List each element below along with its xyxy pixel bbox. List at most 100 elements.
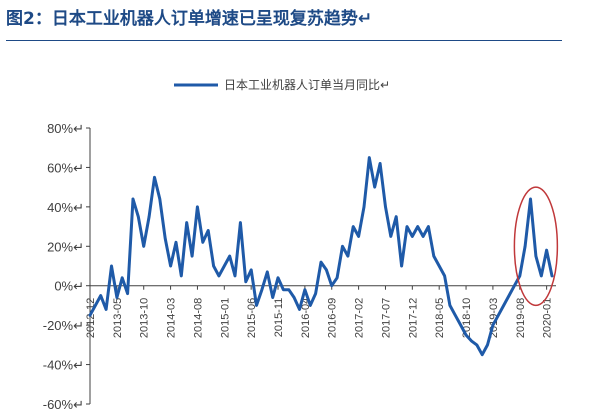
data-point	[196, 205, 199, 209]
legend: 日本工业机器人订单当月同比↵	[174, 78, 390, 92]
data-point	[475, 343, 478, 347]
data-point	[346, 254, 350, 258]
data-point	[212, 264, 215, 268]
y-tick-label: 60%↵	[47, 160, 84, 175]
data-point	[228, 254, 231, 258]
data-point	[384, 205, 387, 209]
data-point	[545, 249, 548, 252]
data-point	[507, 294, 511, 297]
data-point	[432, 254, 435, 258]
data-point	[180, 274, 183, 278]
data-point	[255, 304, 258, 307]
data-point	[104, 308, 108, 311]
y-tick-label: -60%↵	[43, 397, 84, 410]
x-tick-labels: 2012-12 2013-05 2013-10 2014-03 2014-08 2015-…	[85, 285, 554, 338]
data-point	[352, 225, 355, 228]
data-point	[207, 229, 210, 232]
data-point	[164, 237, 167, 240]
x-tick-label: 2016-04	[300, 298, 312, 338]
data-point	[411, 235, 414, 238]
data-point	[94, 304, 97, 307]
data-point	[137, 215, 140, 218]
data-point	[201, 241, 204, 244]
x-tick-label: 2015-01	[219, 298, 231, 338]
data-point	[217, 274, 221, 278]
data-point	[395, 215, 398, 218]
data-point	[298, 308, 301, 311]
data-point	[325, 268, 328, 272]
data-point	[142, 245, 145, 248]
data-point	[497, 314, 500, 317]
data-point	[491, 323, 495, 327]
x-tick-label: 2015-06	[246, 298, 258, 338]
x-tick-label: 2018-05	[434, 298, 446, 338]
data-point	[438, 264, 441, 268]
data-point	[282, 288, 285, 291]
x-tick-label: 2018-10	[461, 298, 473, 338]
data-point	[185, 221, 188, 224]
data-point	[223, 264, 226, 268]
data-point	[287, 288, 290, 291]
data-point	[454, 314, 457, 317]
x-tick-label: 2014-08	[192, 298, 204, 338]
y-tick-label: -40%↵	[43, 358, 84, 373]
data-point	[389, 235, 392, 238]
axes	[89, 128, 556, 404]
data-point	[153, 176, 156, 179]
x-tick-label: 2014-03	[166, 298, 178, 338]
data-point	[464, 333, 468, 337]
data-point	[378, 162, 382, 165]
x-tick-label: 2017-07	[380, 298, 392, 338]
data-point	[276, 276, 280, 279]
data-point	[190, 254, 194, 258]
x-tick-label: 2020-01	[542, 298, 554, 338]
data-point	[309, 304, 312, 307]
data-point	[250, 268, 253, 272]
data-point	[88, 314, 92, 317]
data-point	[400, 264, 403, 268]
data-point	[147, 215, 151, 218]
data-point	[121, 276, 124, 279]
highlight-ellipse	[513, 186, 559, 307]
x-tick-label: 2017-12	[407, 298, 419, 338]
data-point	[292, 296, 296, 299]
data-point	[131, 197, 135, 201]
data-point	[368, 156, 371, 159]
data-point	[373, 185, 376, 189]
y-tick-label: 20%↵	[47, 239, 84, 254]
data-point	[523, 245, 527, 248]
data-point	[518, 274, 521, 278]
data-point	[470, 339, 473, 343]
data-point	[260, 288, 264, 291]
figure-title: 图2：日本工业机器人订单增速已呈现复苏趋势↵	[6, 9, 373, 29]
title-divider	[6, 40, 562, 41]
data-point	[266, 270, 269, 274]
data-point	[341, 245, 344, 248]
data-point	[529, 197, 532, 201]
y-tick-label: 40%↵	[47, 200, 84, 215]
y-tick-label: -20%↵	[43, 318, 84, 333]
data-point	[174, 241, 178, 244]
data-point	[158, 197, 161, 201]
data-point	[303, 288, 307, 291]
data-point	[486, 343, 489, 347]
y-tick-labels: 80%↵ 60%↵ 40%↵ 20%↵ 0%↵ -20%↵ -40%↵ -60%↵	[43, 121, 90, 410]
data-point	[540, 274, 543, 278]
x-tick-label: 2013-05	[112, 298, 124, 338]
data-point	[110, 264, 113, 268]
data-point	[427, 225, 430, 228]
data-point	[550, 274, 554, 278]
data-point	[421, 235, 425, 238]
data-point	[244, 280, 247, 283]
y-tick-label: 0%↵	[54, 279, 84, 294]
data-point	[416, 225, 419, 228]
data-points	[88, 156, 554, 356]
data-point	[314, 292, 317, 295]
data-point	[481, 353, 484, 356]
y-tick-label: 80%↵	[47, 121, 84, 136]
data-point	[502, 304, 505, 307]
x-tick-label: 2017-02	[354, 298, 366, 338]
data-point	[126, 292, 129, 295]
x-tick-label: 2019-08	[515, 298, 527, 338]
